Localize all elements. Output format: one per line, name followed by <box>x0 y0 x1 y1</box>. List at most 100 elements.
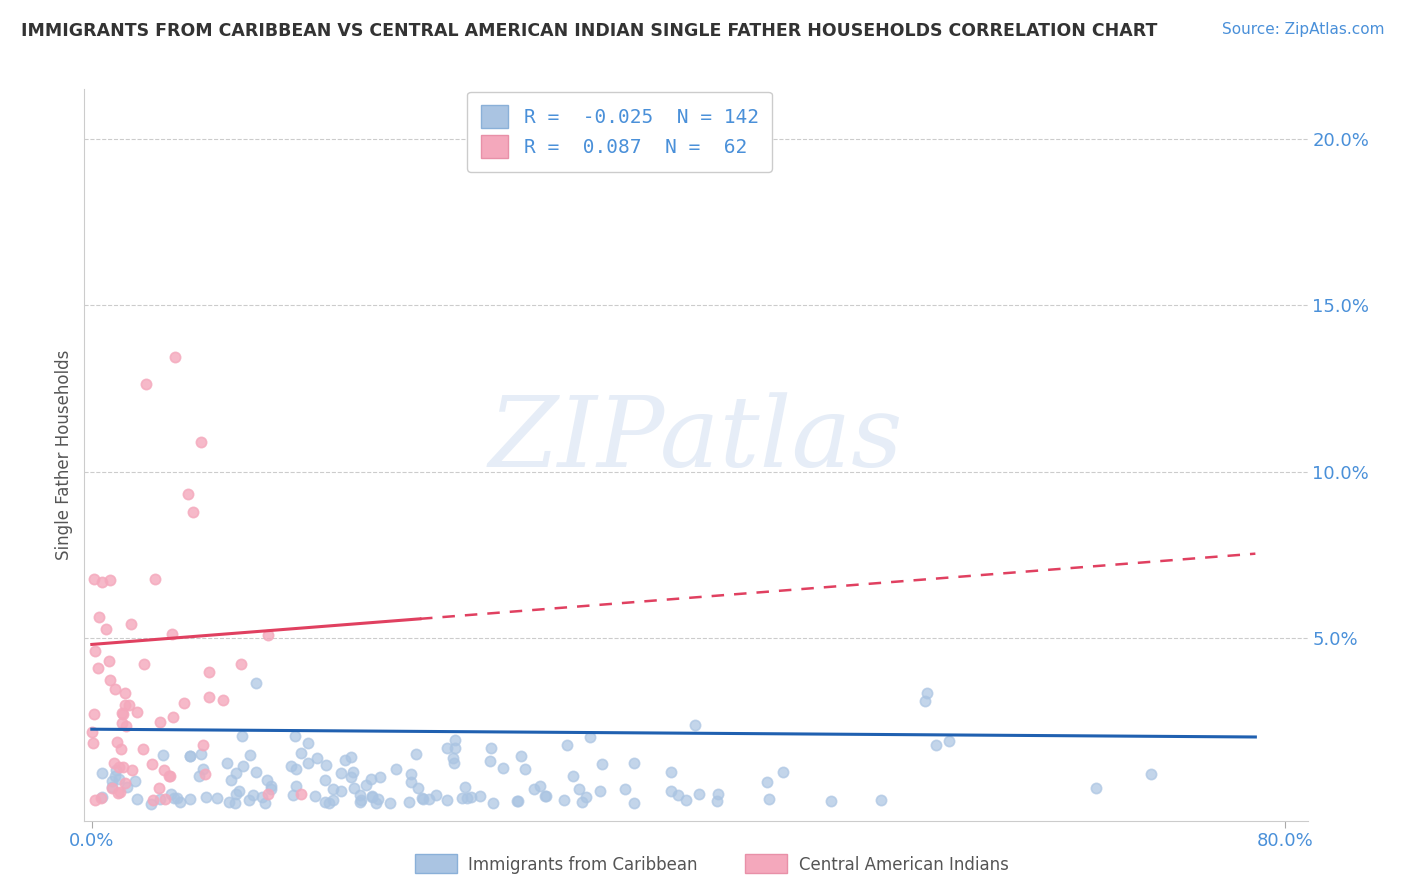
Point <box>82 725 104 739</box>
Point <box>160 626 183 640</box>
Text: Central American Indians: Central American Indians <box>799 856 1008 874</box>
Point <box>399 767 422 781</box>
Point <box>127 705 149 719</box>
Point <box>589 784 612 798</box>
Point <box>340 750 363 764</box>
Point <box>591 756 613 771</box>
Point <box>82 736 104 750</box>
Point <box>108 785 131 799</box>
Point <box>515 762 537 776</box>
Point <box>623 756 645 770</box>
Point <box>456 791 478 805</box>
Point <box>297 736 319 750</box>
Point <box>534 789 557 803</box>
Point <box>193 739 215 753</box>
Point <box>177 487 200 501</box>
Point <box>418 792 440 806</box>
Point <box>148 781 170 796</box>
Point <box>436 741 458 756</box>
Point <box>451 790 474 805</box>
Point <box>141 757 163 772</box>
Point <box>314 795 336 809</box>
Point <box>285 762 308 776</box>
Point <box>322 792 344 806</box>
Point <box>529 780 551 794</box>
Point <box>198 690 221 705</box>
Point <box>125 792 148 806</box>
Point <box>436 793 458 807</box>
Point <box>318 797 340 811</box>
Point <box>405 747 427 761</box>
Point <box>280 759 302 773</box>
Point <box>181 505 204 519</box>
Point <box>152 763 174 777</box>
Point <box>555 738 578 752</box>
Point <box>354 778 377 792</box>
Point <box>260 779 283 793</box>
Point <box>675 793 697 807</box>
Point <box>145 572 167 586</box>
Point <box>479 741 502 756</box>
Point <box>238 793 260 807</box>
Point <box>536 789 558 803</box>
Point <box>166 790 188 805</box>
Point <box>914 694 936 708</box>
Point <box>103 756 125 770</box>
Point <box>87 661 110 675</box>
Point <box>218 795 240 809</box>
Point <box>257 787 280 801</box>
Point <box>98 573 121 587</box>
Point <box>110 742 132 756</box>
Point <box>523 782 546 797</box>
Point <box>179 748 201 763</box>
Point <box>121 763 143 777</box>
Point <box>378 797 401 811</box>
Point <box>758 791 780 805</box>
Point <box>350 793 373 807</box>
Point <box>173 696 195 710</box>
Point <box>91 574 114 589</box>
Point <box>364 796 387 810</box>
Point <box>683 718 706 732</box>
Point <box>568 781 591 796</box>
Point <box>111 706 134 720</box>
Point <box>112 707 135 722</box>
Point <box>256 772 278 787</box>
Point <box>100 673 122 687</box>
Point <box>399 775 422 789</box>
Point <box>111 715 134 730</box>
Point <box>152 747 174 762</box>
Point <box>290 746 312 760</box>
Point <box>260 782 283 797</box>
Point <box>411 791 433 805</box>
Point <box>425 789 447 803</box>
Point <box>314 772 336 787</box>
Point <box>107 786 129 800</box>
Point <box>253 797 276 811</box>
Point <box>925 738 948 752</box>
Point <box>179 792 201 806</box>
Point <box>124 774 146 789</box>
Point <box>111 760 134 774</box>
Point <box>245 676 267 690</box>
Point <box>575 790 598 805</box>
Point <box>349 789 371 803</box>
Point <box>159 769 181 783</box>
Point <box>114 686 136 700</box>
Point <box>506 794 529 808</box>
Point <box>108 772 131 786</box>
Point <box>83 793 105 807</box>
Point <box>162 710 184 724</box>
Point <box>406 781 429 796</box>
Point <box>194 789 217 804</box>
Point <box>190 434 212 449</box>
Point <box>252 790 274 805</box>
Point <box>412 792 434 806</box>
Point <box>330 784 353 798</box>
Point <box>114 698 136 712</box>
Point <box>283 730 305 744</box>
Point <box>142 793 165 807</box>
Point <box>231 657 253 672</box>
Point <box>90 791 112 805</box>
Point <box>360 772 382 786</box>
